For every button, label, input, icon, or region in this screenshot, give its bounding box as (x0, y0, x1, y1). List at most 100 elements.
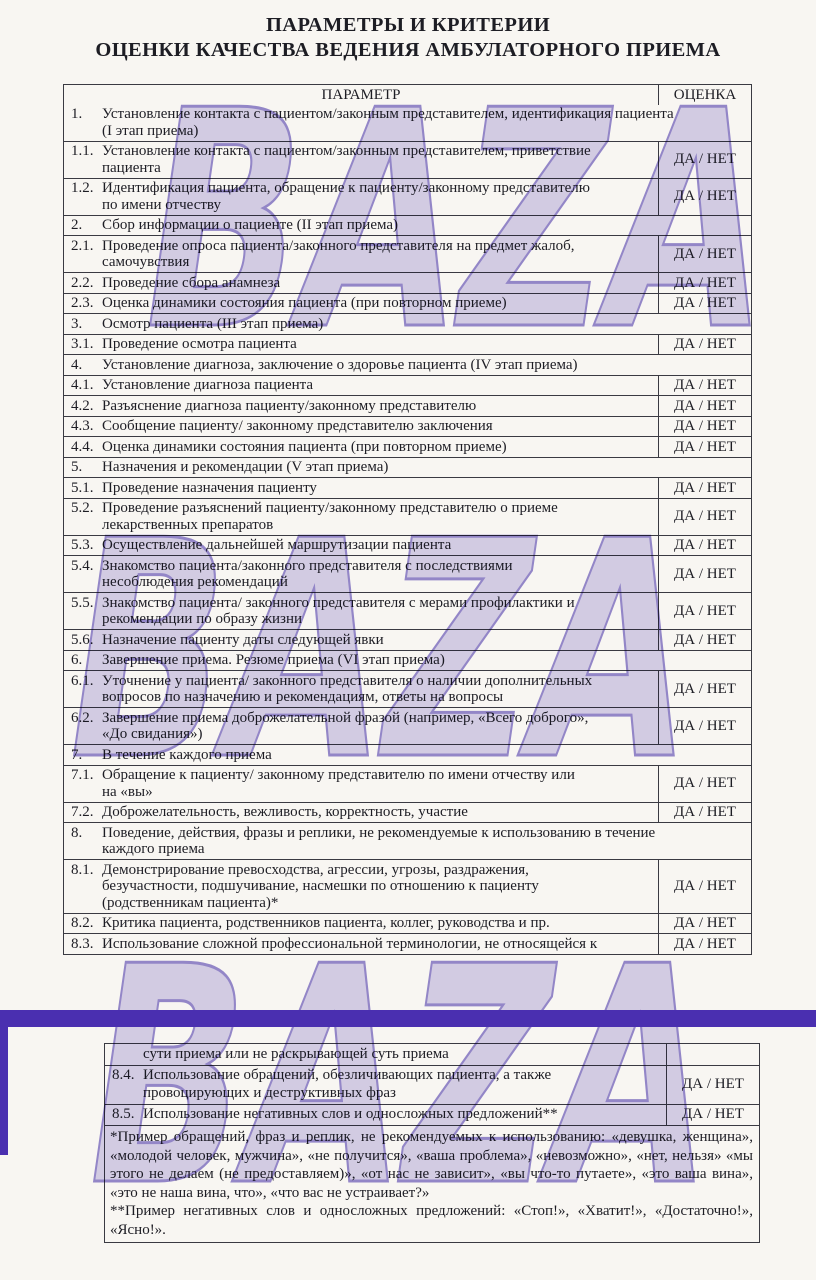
parameter-cell: 4.2. Разъяснение диагноза пациенту/законн… (64, 396, 658, 416)
parameter-header-label: ПАРАМЕТР (321, 86, 401, 103)
row-text: Использование негативных слов и однослож… (143, 1106, 558, 1122)
parameter-cell: 5.1. Проведение назначения пациенту (64, 478, 658, 498)
table-row: 8.5. Использование негативных слов и одно… (105, 1103, 759, 1126)
rating-cell: ДА / НЕТ (658, 802, 751, 822)
parameter-cell: 6.2. Завершение приема доброжелательной ф… (64, 708, 658, 744)
table-section-row: 4. Установление диагноза, заключение о зд… (64, 354, 751, 375)
parameter-cell: 1.2. Идентификация пациента, обращение к … (64, 179, 658, 215)
table-section-row: 2. Сбор информации о пациенте (II этап пр… (64, 214, 751, 236)
parameter-cell: 5.5. Знакомство пациента/ законного предс… (64, 593, 658, 629)
row-number: 8.3. (71, 935, 94, 952)
page-title-line1: ПАРАМЕТРЫ И КРИТЕРИИ (265, 14, 551, 36)
parameter-cell: 5. Назначения и рекомендации (V этап прие… (64, 458, 751, 478)
table-section-row: 1. Установление контакта с пациентом/зако… (64, 105, 751, 141)
parameter-cell: 8.2. Критика пациента, родственников паци… (64, 914, 658, 934)
table-section-row: 6. Завершение приема. Резюме приема (VI э… (64, 649, 751, 671)
rating-cell: ДА / НЕТ (658, 236, 751, 272)
row-text: Доброжелательность, вежливость, корректн… (102, 804, 468, 820)
parameters-table: ПАРАМЕТР ОЦЕНКА 1. Установление контакта … (63, 84, 752, 955)
row-text: сути приема или не раскрывающей суть при… (143, 1045, 449, 1062)
parameter-cell: 5.3. Осуществление дальнейшей маршрутизац… (64, 536, 658, 556)
footnotes-block: *Пример обращений, фраз и реплик, не рек… (105, 1125, 759, 1242)
row-text: Проведение сбора анамнеза (102, 274, 281, 291)
page-separator-band (0, 1010, 816, 1027)
parameter-cell: 1.1. Установление контакта с пациентом/за… (64, 142, 658, 178)
row-text: Проведение назначения пациенту (102, 479, 317, 496)
row-number: 2. (71, 217, 83, 233)
table-section-row: 8. Поведение, действия, фразы и реплики, … (64, 822, 751, 859)
table-row: 2.1. Проведение опроса пациента/законного… (64, 235, 751, 272)
parameter-cell: 1. Установление контакта с пациентом/зако… (64, 105, 751, 141)
rating-column-header: ОЦЕНКА (658, 85, 751, 105)
row-number: 3. (71, 315, 83, 332)
row-number: 8.5. (112, 1106, 135, 1122)
table-section-row: 5. Назначения и рекомендации (V этап прие… (64, 456, 751, 478)
row-text: Проведение разъяснений пациенту/законном… (102, 500, 558, 533)
row-text: Обращение к пациенту/ законному представ… (102, 767, 575, 800)
parameter-cell: 2. Сбор информации о пациенте (II этап пр… (64, 216, 751, 236)
row-number: 7.2. (71, 804, 94, 820)
rating-cell: ДА / НЕТ (658, 416, 751, 436)
parameter-cell: 8.3. Использование сложной профессиональн… (64, 934, 658, 954)
row-text: Осуществление дальнейшей маршрутизации п… (102, 537, 452, 553)
row-number: 4.3. (71, 418, 94, 434)
row-text: Установление контакта с пациентом/законн… (102, 106, 674, 139)
row-text: Идентификация пациента, обращение к паци… (102, 180, 590, 213)
row-text: Сообщение пациенту/ законному представит… (102, 418, 493, 434)
table-row: 4.2. Разъяснение диагноза пациенту/законн… (64, 395, 751, 416)
parameter-cell: 3.1. Проведение осмотра пациента (64, 335, 658, 355)
parameter-cell: 6.1. Уточнение у пациента/ законного пред… (64, 671, 658, 707)
rating-cell: ДА / НЕТ (658, 934, 751, 954)
row-text: Сбор информации о пациенте (II этап прие… (102, 217, 399, 233)
row-number (109, 1046, 143, 1064)
row-number: 6.1. (71, 672, 94, 689)
row-number: 7. (71, 746, 83, 763)
rating-cell: ДА / НЕТ (658, 396, 751, 416)
rating-cell: ДА / НЕТ (658, 498, 751, 535)
table-row: 7.2. Доброжелательность, вежливость, корр… (64, 801, 751, 822)
footnote-double-star: **Пример негативных слов и односложных п… (110, 1203, 753, 1238)
row-text: Завершение приема. Резюме приема (VI эта… (102, 652, 445, 668)
parameter-cell: 2.2. Проведение сбора анамнеза (64, 273, 658, 293)
table-section-row: 7. В течение каждого приема (64, 744, 751, 765)
footnote-star: *Пример обращений, фраз и реплик, не рек… (110, 1129, 753, 1201)
row-text: Знакомство пациента/ законного представи… (102, 594, 575, 628)
row-number: 5. (71, 459, 83, 475)
rating-cell: ДА / НЕТ (658, 375, 751, 395)
row-number: 8. (71, 824, 83, 841)
parameter-cell: 5.4. Знакомство пациента/законного предст… (64, 556, 658, 592)
parameter-cell: 8.4. Использование обращений, обезличиваю… (105, 1066, 666, 1104)
row-number: 3.1. (71, 336, 94, 352)
parameter-cell: 6. Завершение приема. Резюме приема (VI э… (64, 651, 751, 671)
row-number: 4.4. (71, 438, 94, 455)
row-text: Проведение опроса пациента/законного пре… (102, 237, 575, 271)
rating-cell: ДА / НЕТ (658, 913, 751, 933)
parameter-cell: 8.5. Использование негативных слов и одно… (105, 1105, 666, 1126)
parameter-cell: 8.1. Демонстрирование превосходства, агре… (64, 860, 658, 913)
table-row: сути приема или не раскрывающей суть при… (105, 1044, 759, 1065)
rating-cell: ДА / НЕТ (658, 478, 751, 498)
row-number: 5.1. (71, 479, 94, 496)
table-row: 2.3. Оценка динамики состояния пациента (… (64, 292, 751, 314)
table-row: 8.4. Использование обращений, обезличиваю… (105, 1064, 759, 1104)
row-number: 1.2. (71, 180, 94, 196)
table-row: 6.1. Уточнение у пациента/ законного пред… (64, 670, 751, 707)
rating-cell: ДА / НЕТ (658, 556, 751, 592)
table-row: 8.1. Демонстрирование превосходства, агре… (64, 859, 751, 913)
row-text: Демонстрирование превосходства, агрессии… (102, 861, 539, 911)
row-number: 2.1. (71, 237, 94, 254)
table-row: 4.4. Оценка динамики состояния пациента (… (64, 436, 751, 457)
rating-cell: ДА / НЕТ (666, 1065, 759, 1104)
table-row: 5.2. Проведение разъяснений пациенту/зако… (64, 497, 751, 535)
rating-cell: ДА / НЕТ (658, 860, 751, 913)
row-number: 5.3. (71, 537, 94, 553)
table-row: 5.3. Осуществление дальнейшей маршрутизац… (64, 534, 751, 556)
rating-cell: ДА / НЕТ (658, 273, 751, 293)
table-row: 5.4. Знакомство пациента/законного предст… (64, 555, 751, 592)
row-text: Оценка динамики состояния пациента (при … (102, 295, 507, 311)
parameter-cell: 2.3. Оценка динамики состояния пациента (… (64, 294, 658, 314)
parameter-cell: 3. Осмотр пациента (III этап приема) (64, 314, 751, 334)
table-row: 8.3. Использование сложной профессиональн… (64, 933, 751, 954)
parameter-cell: 5.6. Назначение пациенту даты следующей я… (64, 630, 658, 650)
rating-cell: ДА / НЕТ (658, 593, 751, 629)
